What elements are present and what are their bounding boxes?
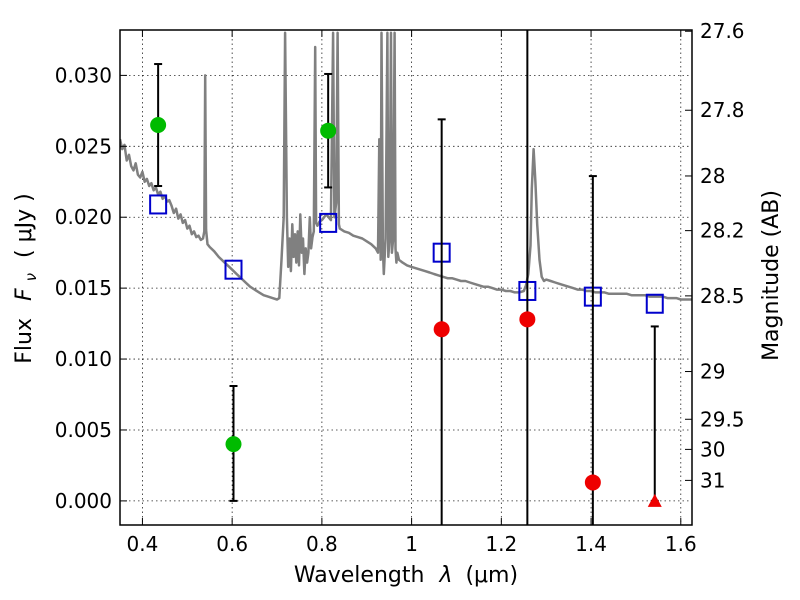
x-axis-title: Wavelength λ (μm) bbox=[294, 563, 518, 588]
x-axis-title-unit: (μm) bbox=[465, 563, 518, 588]
y2-tick-label: 29.5 bbox=[700, 407, 745, 431]
model-photometry-square bbox=[149, 194, 168, 215]
y2-tick-label: 27.6 bbox=[700, 19, 745, 43]
y-axis-title: Flux F ν ( μJy ) bbox=[12, 193, 42, 363]
plot-area bbox=[120, 30, 692, 525]
x-axis-title-text: Wavelength bbox=[294, 563, 425, 588]
secondary-y-axis-title: Magnitude (AB) bbox=[759, 190, 784, 361]
model-photometry-square bbox=[224, 259, 243, 280]
x-tick-label: 1.6 bbox=[665, 532, 697, 556]
model-spectrum-line bbox=[120, 31, 692, 301]
y-axis-title-unit: ( μJy ) bbox=[12, 193, 37, 258]
plot-frame bbox=[119, 29, 693, 526]
y2-tick-label: 29 bbox=[700, 360, 725, 384]
y-tick-label: 0.010 bbox=[55, 347, 112, 371]
x-tick-label: 0.4 bbox=[127, 532, 159, 556]
y2-tick-label: 28.5 bbox=[700, 284, 745, 308]
y-axis-title-symbol: F bbox=[12, 288, 37, 301]
y-tick-label: 0.025 bbox=[55, 134, 112, 158]
y2-tick-label: 31 bbox=[700, 468, 725, 492]
x-tick-label: 0.6 bbox=[216, 532, 248, 556]
model-photometry-square bbox=[319, 212, 338, 233]
y-tick-label: 0.015 bbox=[55, 276, 112, 300]
x-tick-label: 0.8 bbox=[306, 532, 338, 556]
y-axis-title-text: Flux bbox=[12, 318, 37, 364]
model-photometry-square bbox=[645, 293, 664, 314]
non-detection-point bbox=[584, 474, 601, 491]
axes: 0.4 0.6 0.8 1 1.2 1.4 1.6 0.000 0.005 0.010 0.015 0… bbox=[55, 19, 745, 556]
upper-limit-triangle bbox=[647, 493, 662, 507]
x-tick-label: 1 bbox=[405, 532, 418, 556]
y-tick-label: 0.030 bbox=[55, 63, 112, 87]
x-tick-label: 1.4 bbox=[575, 532, 607, 556]
non-detection-point bbox=[433, 321, 450, 338]
non-detection-point bbox=[519, 311, 536, 328]
y2-tick-label: 28 bbox=[700, 164, 725, 188]
x-axis-title-symbol: λ bbox=[438, 563, 452, 588]
y2-tick-label: 28.2 bbox=[700, 219, 745, 243]
y-tick-label: 0.000 bbox=[55, 489, 112, 513]
y2-tick-label: 30 bbox=[700, 437, 725, 461]
y-axis-title-subscript: ν bbox=[22, 273, 40, 281]
detection-point bbox=[320, 122, 337, 139]
grid-layer bbox=[120, 30, 692, 525]
y2-tick-label: 27.8 bbox=[700, 98, 745, 122]
y-tick-label: 0.020 bbox=[55, 205, 112, 229]
y-tick-label: 0.005 bbox=[55, 418, 112, 442]
detection-point bbox=[150, 117, 167, 134]
x-tick-label: 1.2 bbox=[485, 532, 517, 556]
detection-point bbox=[225, 436, 242, 453]
